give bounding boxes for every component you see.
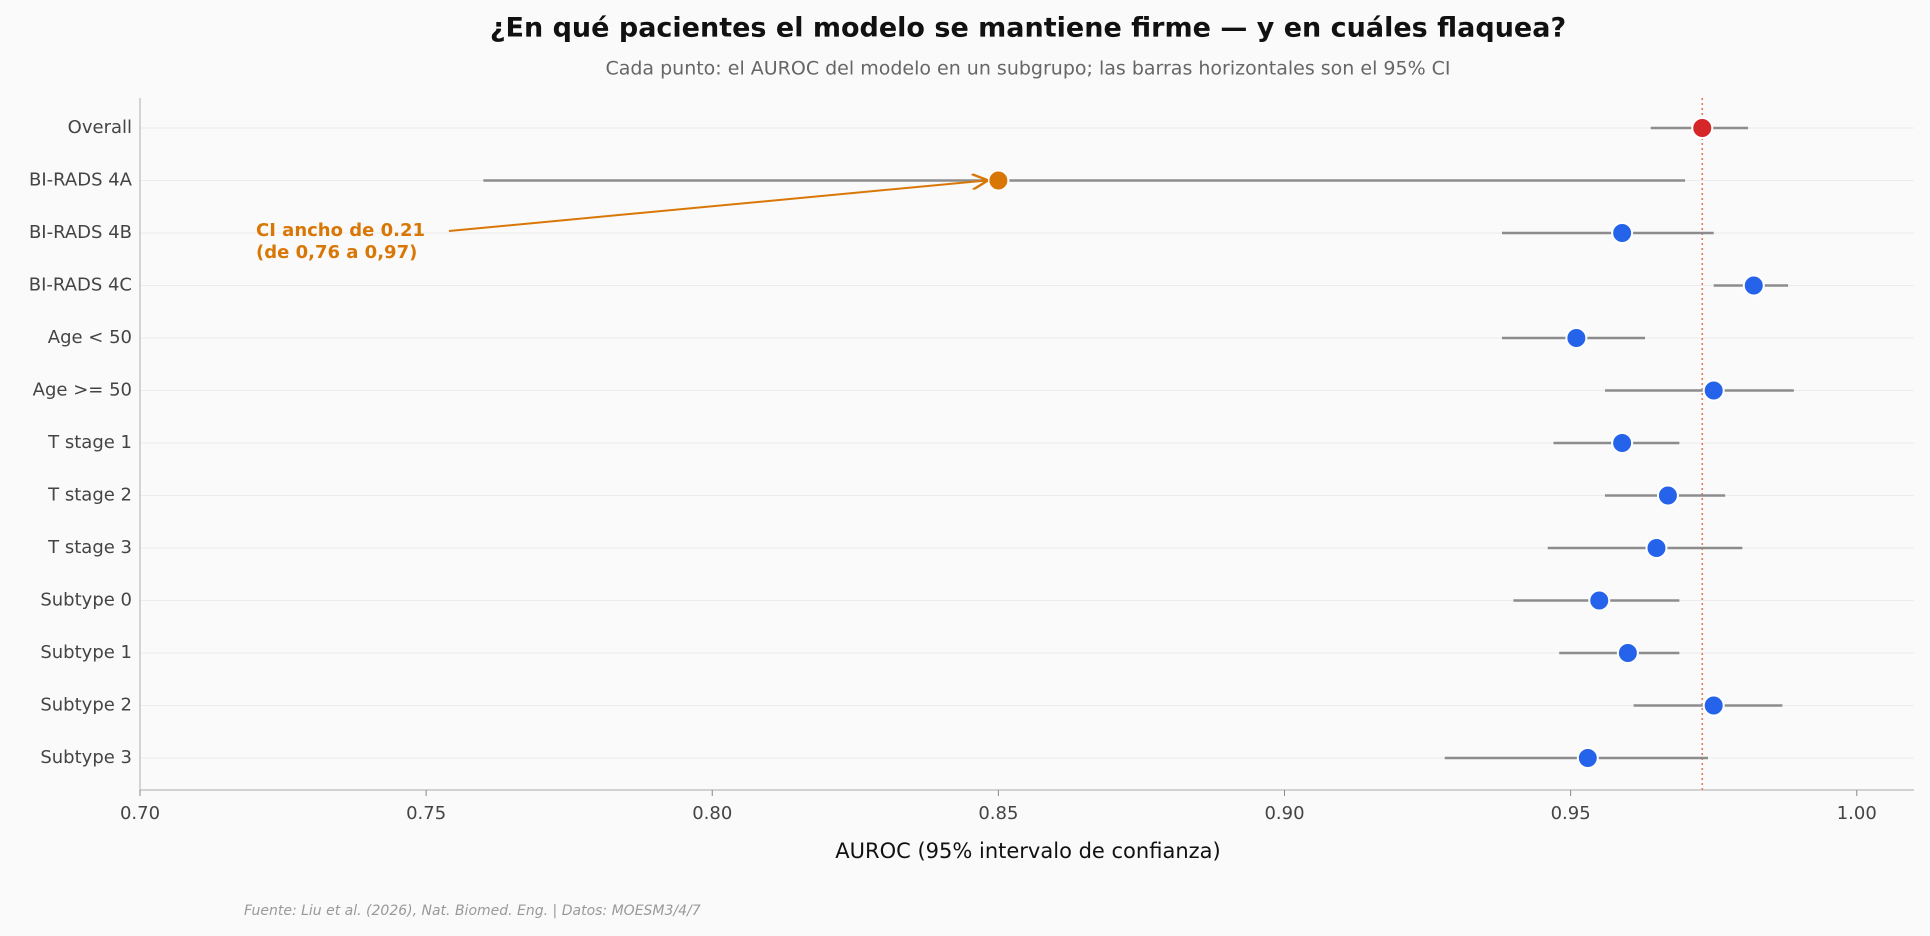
x-tick-label: 0.90 [1264, 803, 1304, 824]
y-tick-label: T stage 2 [47, 485, 132, 506]
point-estimate [1742, 274, 1765, 297]
annotation-text: (de 0,76 a 0,97) [256, 242, 417, 263]
y-tick-label: T stage 3 [47, 537, 132, 558]
y-tick-label: Subtype 1 [40, 642, 132, 663]
x-tick-label: 0.95 [1551, 803, 1591, 824]
x-axis-label: AUROC (95% intervalo de confianza) [835, 839, 1220, 863]
x-tick-label: 0.75 [406, 803, 446, 824]
y-tick-label: BI-RADS 4A [29, 170, 133, 191]
annotation-arrow [448, 181, 986, 232]
y-tick-label: BI-RADS 4C [29, 275, 132, 296]
point-estimate [1565, 327, 1588, 349]
point-estimate [1611, 222, 1634, 244]
point-estimate [1611, 432, 1634, 454]
y-tick-label: Age >= 50 [33, 380, 132, 401]
y-tick-label: T stage 1 [47, 432, 132, 453]
point-estimate [1702, 694, 1725, 717]
y-tick-label: Subtype 2 [40, 695, 132, 716]
point-estimate [1691, 117, 1714, 139]
point-estimate [1576, 747, 1599, 769]
point-estimate [1702, 379, 1725, 402]
y-tick-label: Subtype 0 [40, 590, 132, 611]
point-estimate [1656, 484, 1679, 507]
x-tick-label: 0.70 [120, 803, 160, 824]
chart-title: ¿En qué pacientes el modelo se mantiene … [490, 13, 1566, 44]
y-tick-label: Subtype 3 [40, 747, 132, 768]
annotation-text: CI ancho de 0.21 [256, 220, 425, 241]
point-estimate [1616, 642, 1639, 664]
point-estimate [987, 169, 1010, 192]
x-tick-label: 0.80 [692, 803, 732, 824]
point-estimate [1645, 537, 1668, 559]
y-tick-label: BI-RADS 4B [29, 222, 132, 243]
y-tick-label: Age < 50 [48, 327, 132, 348]
y-tick-label: Overall [68, 117, 132, 138]
point-estimate [1588, 589, 1611, 612]
x-tick-label: 1.00 [1837, 803, 1877, 824]
x-tick-label: 0.85 [978, 803, 1018, 824]
chart-subtitle: Cada punto: el AUROC del modelo en un su… [605, 58, 1450, 80]
source-note: Fuente: Liu et al. (2026), Nat. Biomed. … [244, 903, 701, 919]
